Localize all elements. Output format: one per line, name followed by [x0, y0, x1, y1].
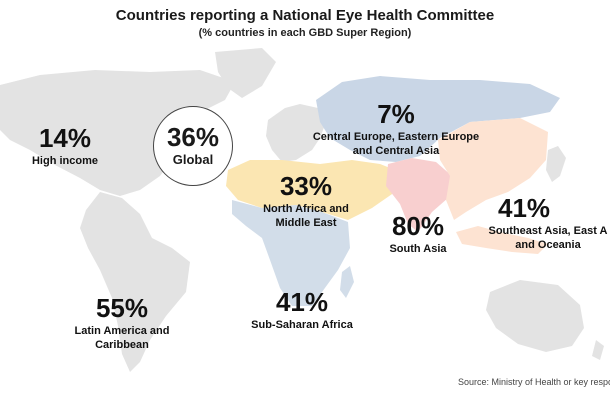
region-australia [486, 280, 584, 352]
region-latin-america [80, 192, 190, 372]
region-greenland [215, 48, 276, 98]
label-high-income: 14% High income [20, 124, 110, 168]
south-asia-name: South Asia [389, 243, 447, 255]
high-income-name: High income [31, 155, 98, 167]
latin-america-percent: 55% [95, 293, 149, 323]
label-north-africa: 33% North Africa and Middle East [250, 172, 362, 230]
global-percent: 36% [166, 122, 220, 152]
central-europe-percent: 7% [377, 99, 415, 129]
global-label: Global [172, 152, 214, 167]
central-europe-name: Central Europe, Eastern Europe and Centr… [312, 131, 480, 157]
north-africa-percent: 33% [279, 171, 333, 201]
north-africa-name: North Africa and Middle East [263, 203, 349, 229]
region-sub-saharan [232, 200, 350, 306]
map-title: Countries reporting a National Eye Healt… [115, 7, 495, 24]
south-asia-percent: 80% [391, 211, 445, 241]
southeast-asia-percent: 41% [498, 194, 551, 223]
region-indonesia [456, 226, 548, 254]
label-south-asia: 80% South Asia [378, 212, 458, 256]
region-north-america [0, 70, 235, 196]
global-badge: 36% Global [153, 106, 233, 186]
region-southeast-asia [438, 118, 548, 220]
label-sub-saharan: 41% Sub-Saharan Africa [240, 288, 364, 332]
region-western-europe [266, 104, 326, 162]
label-central-europe: 7% Central Europe, Eastern Europe and Ce… [306, 100, 486, 158]
region-north-africa [226, 160, 400, 220]
latin-america-name: Latin America and Caribbean [74, 325, 170, 351]
map-subtitle: (% countries in each GBD Super Region) [198, 27, 412, 39]
source-note: Source: Ministry of Health or key respo [458, 377, 610, 387]
sub-saharan-name: Sub-Saharan Africa [251, 319, 353, 331]
label-southeast-asia: 41% Southeast Asia, East A and Oceania [486, 194, 610, 252]
region-madagascar [340, 266, 354, 298]
region-south-asia [386, 158, 452, 232]
region-japan [546, 146, 566, 182]
sub-saharan-percent: 41% [275, 287, 329, 317]
region-central-europe [316, 76, 560, 162]
southeast-asia-name: Southeast Asia, East A and Oceania [488, 225, 608, 251]
region-new-zealand [592, 340, 604, 360]
label-latin-america: 55% Latin America and Caribbean [62, 294, 182, 352]
high-income-percent: 14% [38, 123, 92, 153]
